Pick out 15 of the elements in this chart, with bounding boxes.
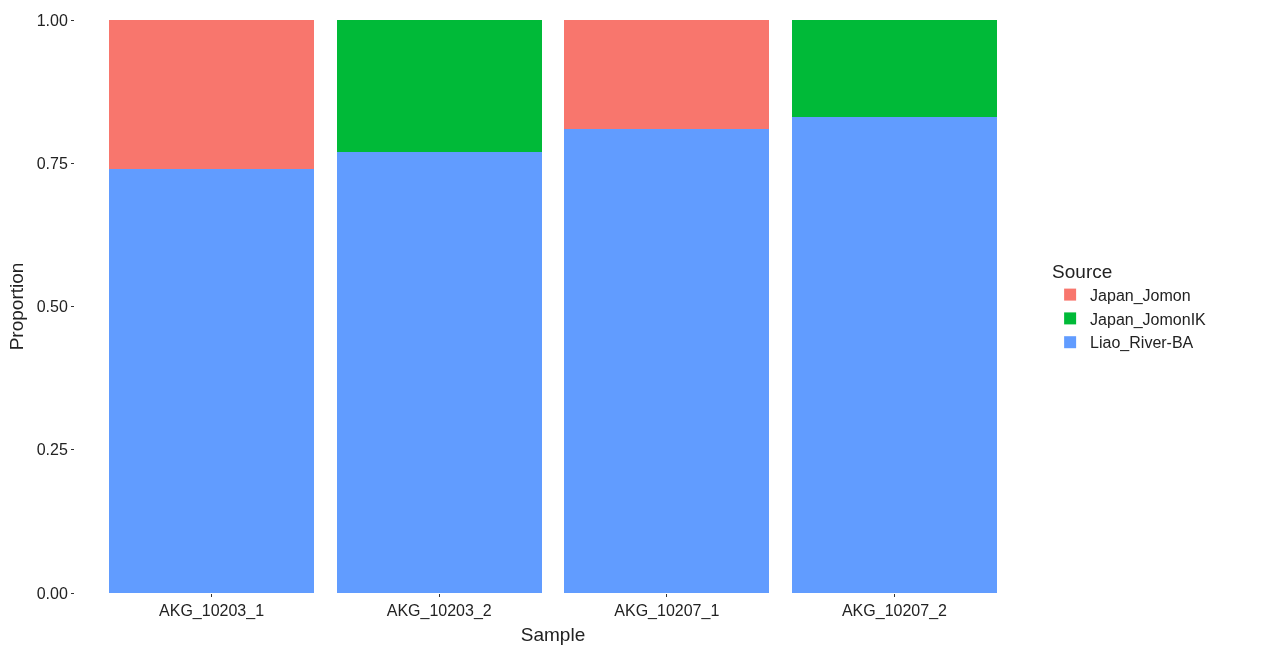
x-tick-label: AKG_10207_1 <box>614 602 720 621</box>
y-tick-label: 0.25 <box>36 441 68 459</box>
legend-label: Liao_River-BA <box>1090 334 1194 353</box>
y-tick-label: 1.00 <box>36 11 68 29</box>
legend-label: Japan_Jomon <box>1090 286 1191 305</box>
x-tick-label: AKG_10207_2 <box>841 602 948 621</box>
y-axis-title: Proportion <box>5 262 27 351</box>
y-tick-label: 0.50 <box>36 298 68 316</box>
x-tick-label: AKG_10203_2 <box>386 602 492 621</box>
x-tick-label: AKG_10203_1 <box>159 602 265 621</box>
y-tick-label: 0.00 <box>36 584 68 602</box>
legend-title: Source <box>1052 260 1113 282</box>
legend-label: Japan_JomonIK <box>1090 310 1207 329</box>
y-tick-label: 0.75 <box>36 154 68 172</box>
x-axis-title: Sample <box>520 624 586 645</box>
